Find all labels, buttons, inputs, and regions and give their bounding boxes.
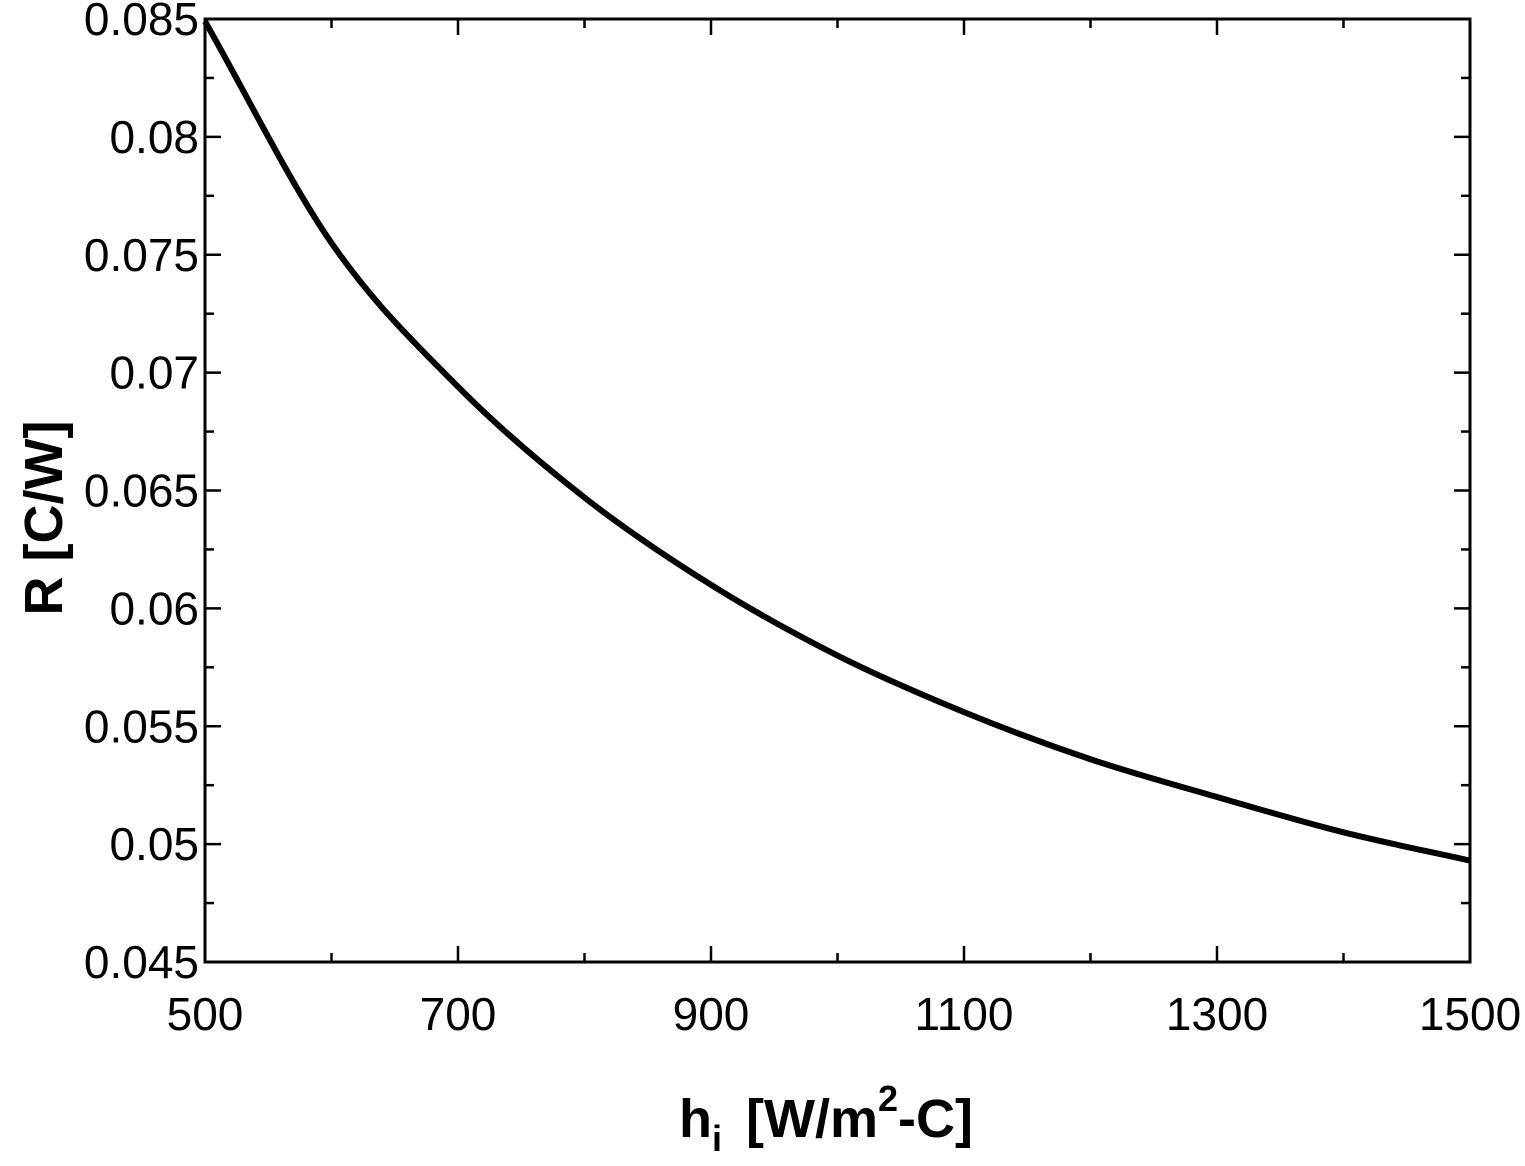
series-layer [202, 19, 1471, 864]
x-axis-symbol: h [679, 1089, 712, 1149]
y-tick-label: 0.055 [84, 700, 199, 752]
x-axis-unit-suffix: -C] [898, 1089, 973, 1149]
x-axis-label: hi [W/m2-C] [679, 1078, 973, 1159]
y-tick-label: 0.07 [109, 347, 199, 399]
y-tick-label: 0.085 [84, 0, 199, 45]
tick-labels-layer: 500 700 900 1100 1300 1500 0.045 0.05 0.055 0.06 0… [84, 0, 1521, 1040]
y-axis-label: R [C/W] [14, 421, 74, 616]
x-axis-subscript: i [712, 1118, 722, 1159]
series-line [202, 19, 1471, 864]
y-tick-label: 0.045 [84, 936, 199, 988]
plot-frame [203, 17, 1472, 964]
x-tick-label: 900 [673, 988, 750, 1040]
x-axis-unit-prefix: [W/m [746, 1089, 878, 1149]
y-tick-label: 0.05 [109, 818, 199, 870]
y-tick-label: 0.08 [109, 111, 199, 163]
x-tick-label: 1500 [1419, 988, 1521, 1040]
ticks-layer [203, 17, 1472, 964]
x-tick-label: 1100 [915, 988, 1014, 1040]
y-tick-label: 0.065 [84, 465, 199, 517]
x-tick-label: 500 [167, 988, 244, 1040]
x-tick-label: 700 [420, 988, 497, 1040]
y-tick-label: 0.075 [84, 229, 199, 281]
y-tick-label: 0.06 [109, 582, 199, 634]
x-axis-superscript: 2 [878, 1078, 898, 1119]
x-tick-label: 1300 [1166, 988, 1268, 1040]
